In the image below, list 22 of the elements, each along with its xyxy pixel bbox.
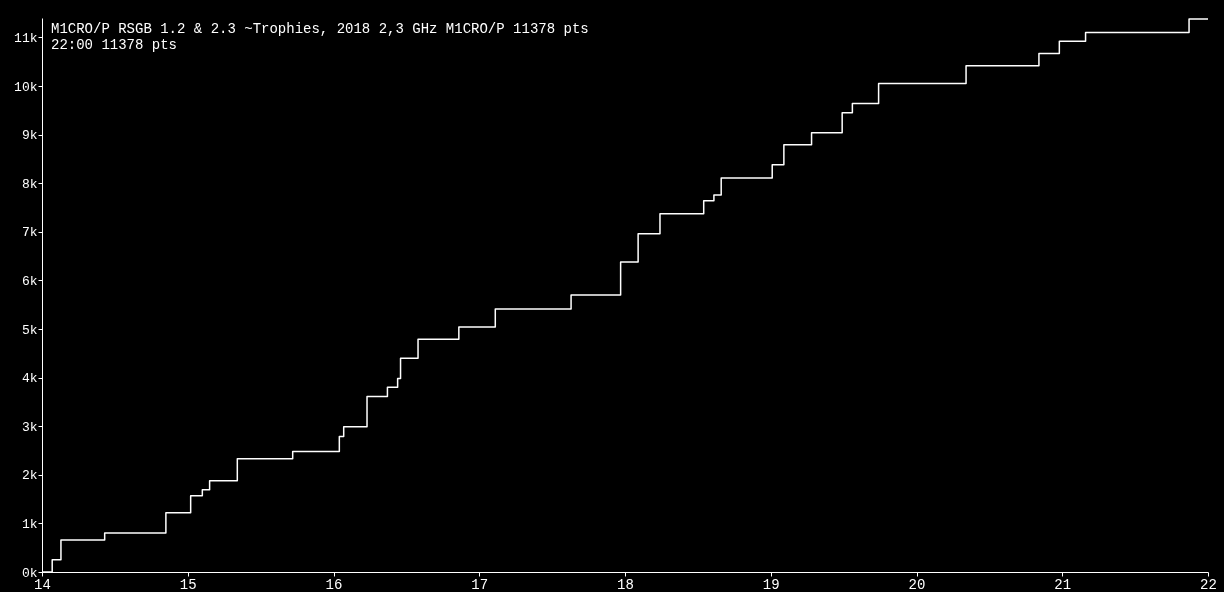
chart-title: M1CRO/P RSGB 1.2 & 2.3 ~Trophies, 2018 2,3 GHz M1CRO/P 11378 pts [51, 21, 589, 37]
y-tick-label: 7k [21, 225, 38, 241]
x-tick-label: 16 [325, 576, 343, 592]
y-tick-label: 1k [21, 516, 38, 532]
y-tick-label: 3k [21, 419, 38, 435]
x-tick-label: 18 [617, 576, 634, 592]
y-tick-label: 4k [21, 371, 38, 387]
text: 22:00 11378 pts [51, 37, 178, 53]
y-tick-label: 11k [14, 30, 38, 46]
y-tick-label: 9k [21, 128, 38, 144]
x-tick-label: 21 [1054, 576, 1072, 592]
y-tick-label: 5k [21, 322, 38, 338]
x-tick-label: 17 [471, 576, 489, 592]
x-tick-label: 22 [1200, 576, 1217, 592]
x-tick-label: 19 [762, 576, 780, 592]
y-tick-label: 6k [21, 273, 38, 289]
y-tick-label: 8k [21, 176, 38, 192]
y-tick-label: 2k [21, 468, 38, 484]
x-tick-label: 14 [34, 576, 51, 592]
x-tick-label: 15 [179, 576, 197, 592]
y-tick-label: 10k [14, 79, 38, 95]
x-tick-label: 20 [908, 576, 926, 592]
